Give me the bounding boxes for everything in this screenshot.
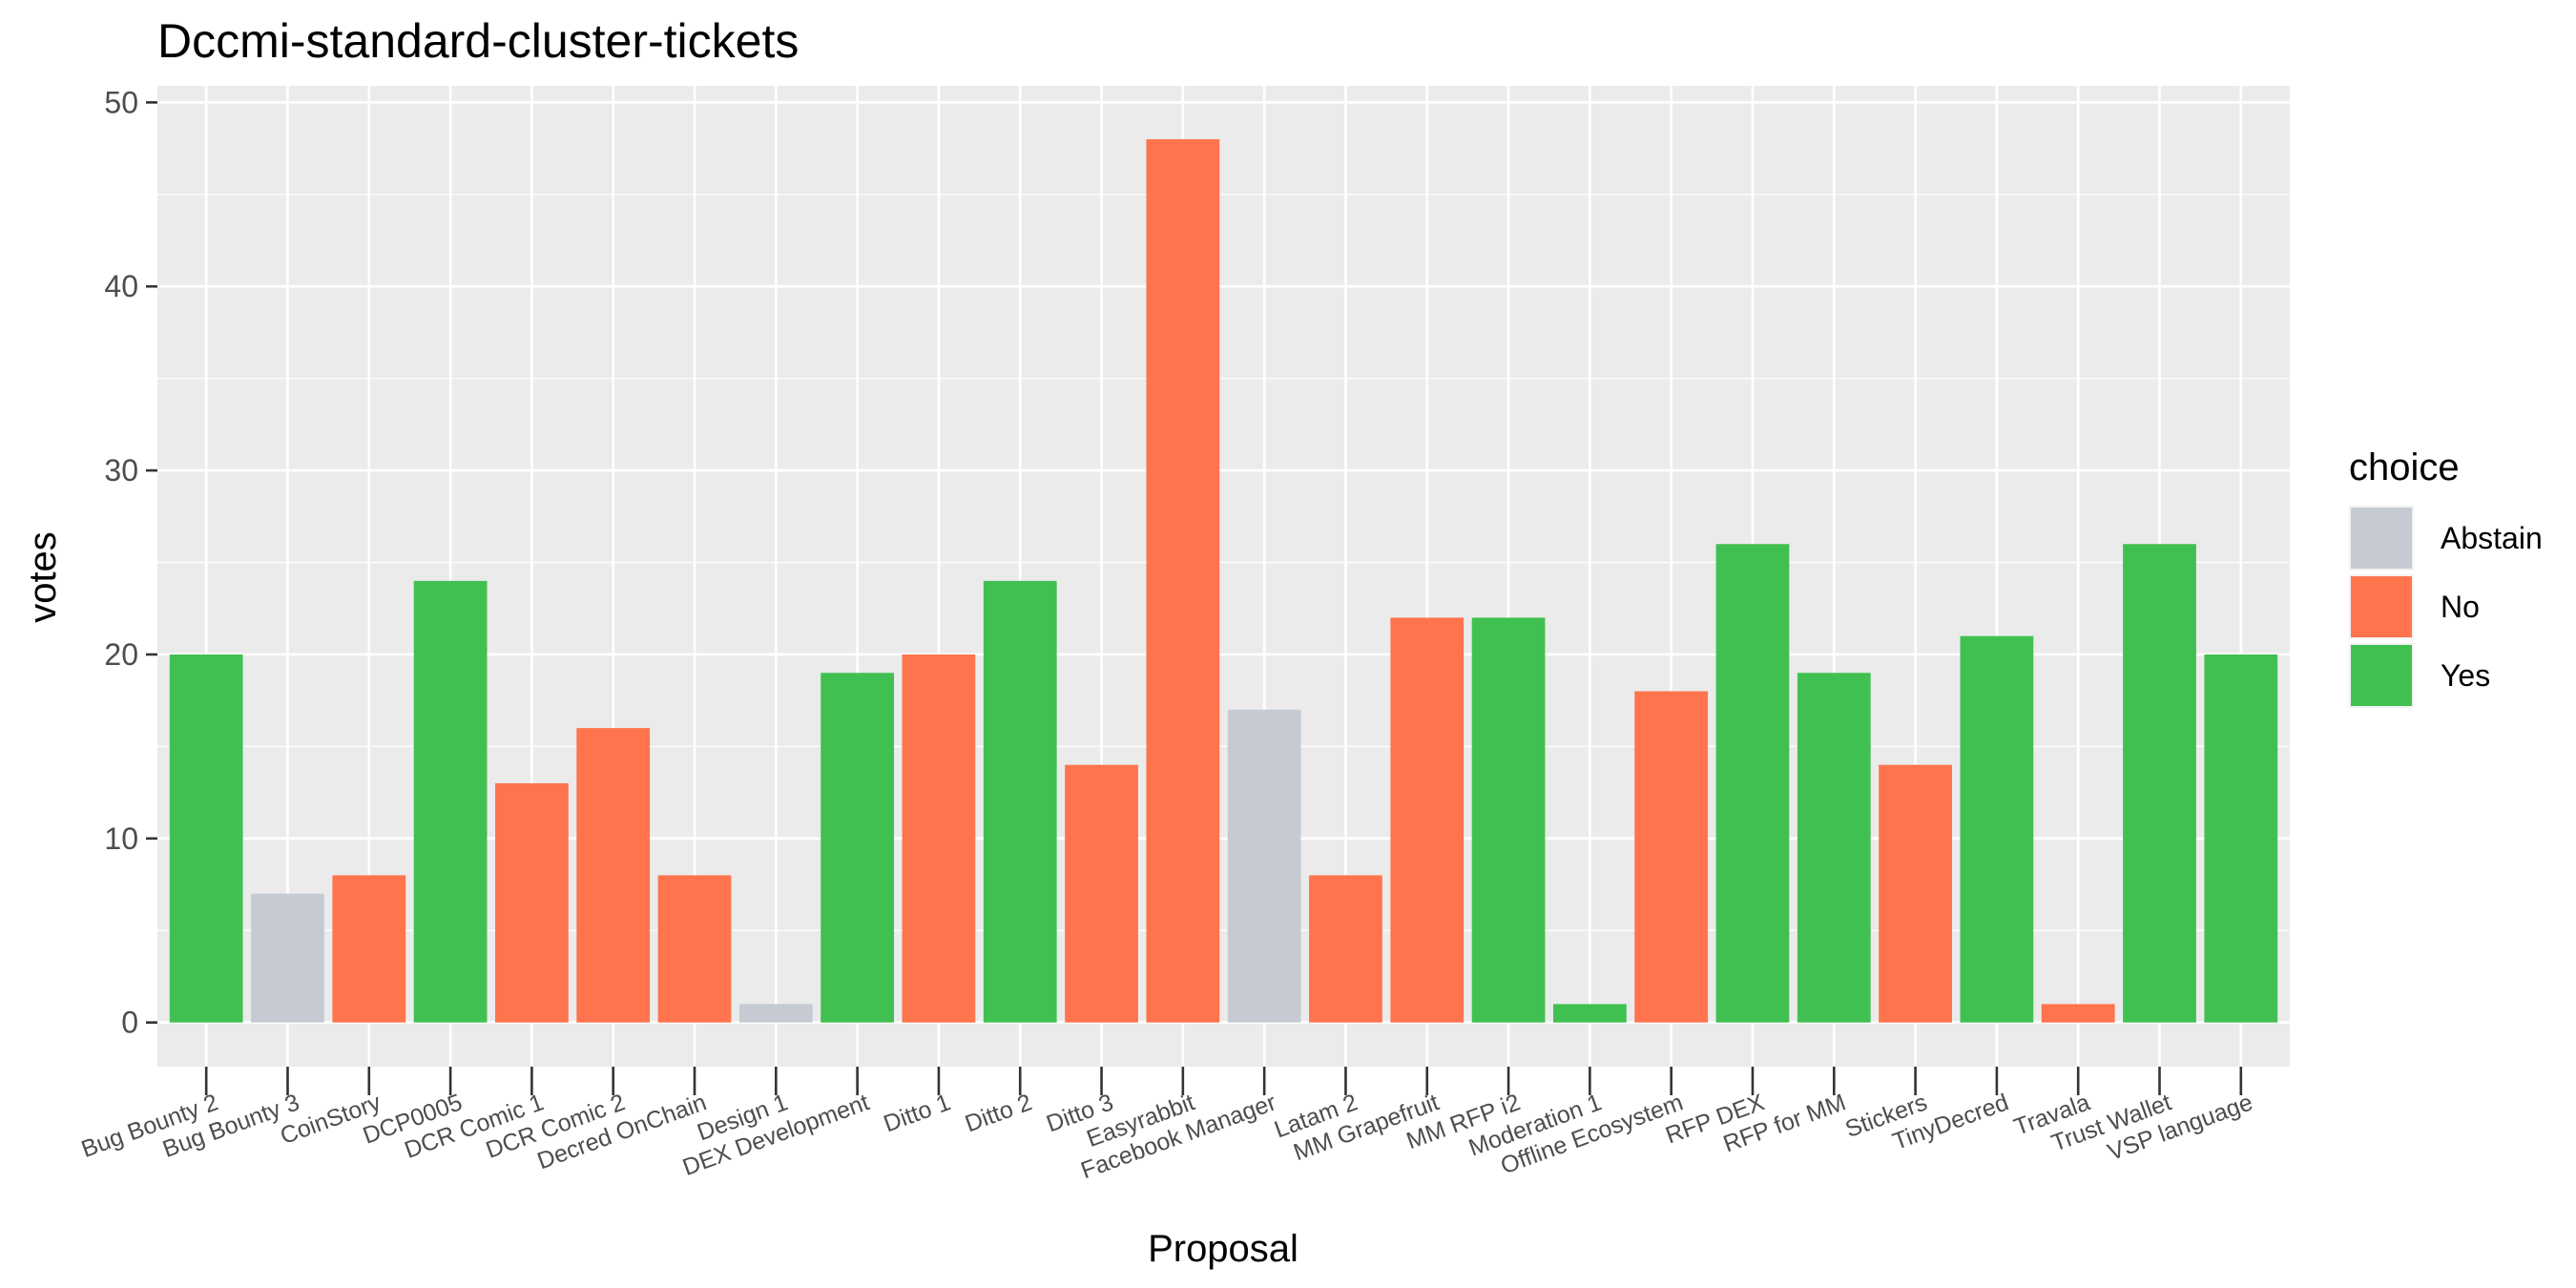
bar-22 [1960,635,2034,1023]
y-axis-title: votes [22,531,64,623]
legend-swatch-yes [2351,645,2412,706]
bar-9 [902,654,976,1023]
bar-8 [821,673,895,1023]
bar-3 [413,580,488,1023]
bar-4 [495,782,569,1023]
legend-swatch-abstain [2351,508,2412,569]
legend-swatch-no [2351,576,2412,637]
bars [169,138,2278,1023]
bar-21 [1879,764,1952,1023]
bar-10 [983,580,1057,1023]
bar-23 [2041,1004,2115,1023]
y-tick-label: 40 [104,269,138,303]
bar-12 [1146,138,1220,1023]
y-tick-label: 50 [104,85,138,119]
bar-25 [2204,654,2278,1023]
bar-13 [1227,709,1301,1023]
chart-title: Dccmi-standard-cluster-tickets [157,14,799,68]
bar-2 [332,875,406,1023]
bar-20 [1797,673,1871,1023]
bar-17 [1552,1004,1627,1023]
y-tick-label: 30 [104,453,138,488]
x-tick-label: Ditto 2 [962,1089,1035,1137]
bar-7 [738,1004,813,1023]
legend: choice Abstain No Yes [2349,447,2543,708]
bar-14 [1309,875,1382,1023]
x-tick-label: Ditto 1 [880,1089,953,1137]
bar-19 [1715,544,1790,1023]
y-tick-label: 0 [121,1006,138,1040]
bar-16 [1471,617,1546,1023]
bar-15 [1390,617,1465,1023]
legend-label-no: No [2441,590,2480,624]
legend-title: choice [2349,447,2460,488]
bar-6 [657,875,732,1023]
y-tick-label: 20 [104,637,138,672]
bar-1 [251,893,324,1023]
legend-label-yes: Yes [2441,658,2490,693]
legend-label-abstain: Abstain [2441,521,2543,555]
bar-5 [576,728,651,1023]
bar-24 [2123,544,2196,1023]
bar-18 [1634,691,1709,1023]
x-axis-title: Proposal [1148,1228,1298,1270]
bar-11 [1065,764,1138,1023]
bar-0 [169,654,243,1023]
y-axis: 0 10 20 30 40 50 [104,85,157,1040]
y-tick-label: 10 [104,821,138,856]
